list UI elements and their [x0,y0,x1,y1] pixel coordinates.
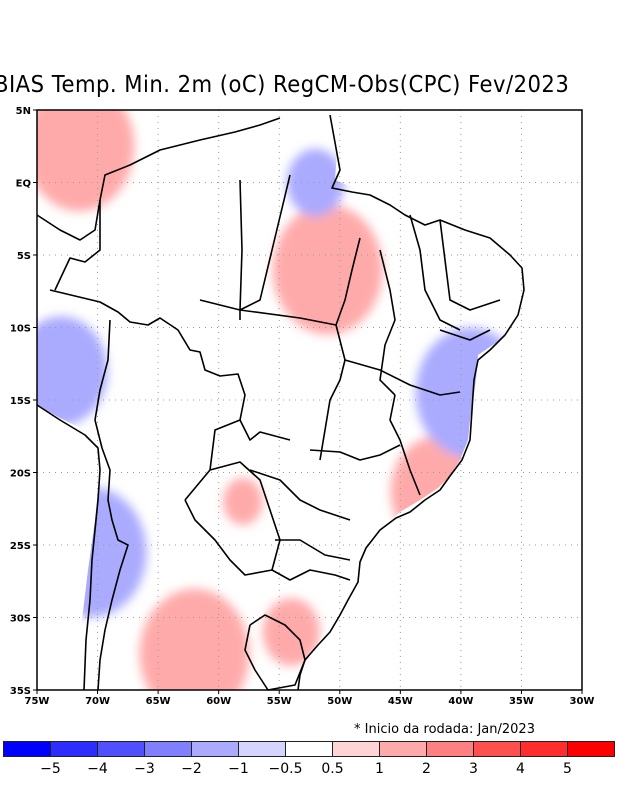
state-line-7 [409,214,461,331]
colorbar-swatch [144,741,192,757]
bias-contour [286,148,345,217]
state-line-13 [249,469,351,521]
bias-contour [37,110,135,212]
lon-tick-label: 75W [25,696,50,707]
lon-tick-label: 60W [206,696,231,707]
lat-tick-label: 20S [10,469,31,480]
lon-tick-label: 35W [509,696,534,707]
state-line-9 [439,329,491,341]
colorbar-swatch [238,741,286,757]
state-line-2 [199,299,337,326]
state-line-5 [335,237,361,326]
colorbar-label: 4 [516,761,525,777]
colorbar-label: −4 [87,761,108,777]
colorbar-label: −0.5 [269,761,303,777]
sp-line [275,539,351,561]
colorbar-label: 1 [375,761,384,777]
ms-line [209,419,241,471]
colorbar-swatch [567,741,615,757]
uruguay-border [244,614,306,691]
colorbar-label: −2 [181,761,202,777]
lat-tick-label: EQ [16,179,31,190]
lat-tick-label: 10S [10,324,31,335]
colorbar-label: 0.5 [321,761,343,777]
lat-tick-label: 25S [10,541,31,552]
paraguay-border [184,461,281,576]
colorbar-swatch [191,741,239,757]
colorbar-label: −1 [228,761,249,777]
lon-tick-label: 55W [267,696,292,707]
lon-tick-label: 65W [146,696,171,707]
pacific-ocean-mask [37,405,100,690]
colorbar-label: 2 [422,761,431,777]
colorbar-swatch [520,741,568,757]
state-line-12 [309,444,401,461]
lon-tick-label: 50W [327,696,352,707]
coastline-north [297,114,525,691]
coastline-pacific [36,404,101,691]
peru-bolivia [49,289,291,441]
colorbar-label: 5 [563,761,572,777]
state-line-10 [344,359,461,396]
bias-contour [37,316,108,426]
state-line-8 [439,219,501,311]
lat-tick-label: 35S [10,686,31,697]
lat-tick-label: 30S [10,614,31,625]
bias-contour [223,478,263,525]
colorbar-swatch [50,741,98,757]
lon-tick-label: 45W [388,696,413,707]
lon-tick-label: 30W [570,696,595,707]
colorbar-swatch [3,741,51,757]
andes-border [97,447,129,691]
map-title: BIAS Temp. Min. 2m (oC) RegCM-Obs(CPC) F… [0,72,570,98]
state-line-1 [239,179,243,320]
colorbar-swatch [379,741,427,757]
run-start-note: * Inicio da rodada: Jan/2023 [354,722,535,737]
axis-ticks: 75W 70W 65W 60W 55W 50W 45W 40W 35W 30W 5N EQ 5S 10S 1… [10,106,595,707]
grid-lines [37,110,582,690]
bias-contour [139,588,250,690]
lat-tick-label: 5N [16,106,31,117]
peru-brazil-border [36,117,281,241]
brazil-bolivia [94,319,111,449]
lon-tick-label: 40W [448,696,473,707]
state-line-3 [239,174,291,311]
state-line-11 [389,394,421,496]
colorbar-swatch [473,741,521,757]
colorbar-label: −5 [40,761,61,777]
colombia-border [54,200,101,291]
argentina-brazil [271,569,351,581]
country-state-borders [36,114,525,691]
state-line-4 [319,324,346,461]
bias-field [37,110,582,690]
atlantic-ocean-mask [290,110,582,690]
colorbar-swatch [426,741,474,757]
colorbar-swatch [332,741,380,757]
lon-tick-label: 70W [85,696,110,707]
colorbar-swatch [97,741,145,757]
lat-tick-label: 15S [10,396,31,407]
colorbar-label: −3 [134,761,155,777]
colorbar-label: 3 [469,761,478,777]
bias-contour [272,204,383,335]
state-line-6 [379,249,396,396]
map-canvas: 75W 70W 65W 60W 55W 50W 45W 40W 35W 30W 5N EQ 5S 10S 1… [10,106,595,707]
colorbar-swatch [285,741,333,757]
lat-tick-label: 5S [17,251,31,262]
colorbar: −5 −4 −3 −2 −1 −0.5 0.5 1 2 3 4 5 [3,741,615,777]
